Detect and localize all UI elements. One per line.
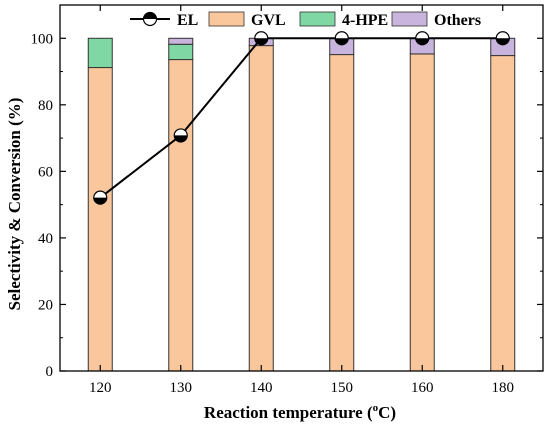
legend-label: 4-HPE (342, 12, 388, 29)
y-axis-title: Selectivity & Conversion (%) (5, 98, 24, 311)
legend: EL GVL 4-HPE Others (130, 11, 481, 29)
bar-4-hpe-120 (87, 37, 113, 69)
bar-gvl-120 (87, 67, 113, 372)
y-tick-label: 60 (38, 164, 53, 180)
el-marker-half (93, 197, 107, 205)
y-tick-label: 80 (38, 98, 53, 114)
el-marker-half (254, 38, 268, 45)
el-point-130 (173, 128, 188, 143)
el-line (99, 37, 503, 199)
legend-item-others: Others (391, 11, 481, 29)
y-tick-label: 0 (46, 364, 54, 380)
bar-gvl-150 (329, 54, 355, 372)
y-tick-label: 20 (38, 297, 53, 313)
bars-layer (87, 37, 516, 372)
bar-gvl-140 (248, 45, 274, 372)
el-point-120 (93, 190, 108, 205)
bar-4-hpe-130 (168, 43, 194, 61)
ticks-layer: 0 20 40 60 80 100 120 130 140 150 160 180 (31, 5, 543, 396)
bar-gvl-160 (409, 53, 435, 372)
legend-el-half (143, 12, 157, 19)
el-point-150 (334, 31, 349, 46)
legend-item-gvl: GVL (208, 11, 286, 29)
el-marker-half (415, 38, 429, 45)
el-point-180 (495, 31, 510, 46)
el-marker-half (174, 135, 188, 142)
x-tick-label: 120 (89, 380, 112, 396)
el-point-160 (415, 31, 430, 46)
x-tick-label: 130 (170, 380, 193, 396)
el-marker-half (496, 38, 510, 45)
legend-swatch (299, 11, 336, 27)
bar-gvl-130 (168, 59, 194, 372)
y-tick-label: 40 (38, 231, 53, 247)
axes-layer (59, 4, 544, 372)
legend-swatch (391, 11, 428, 27)
x-tick-label: 140 (250, 380, 273, 396)
x-tick-label: 160 (411, 380, 434, 396)
bar-others-130 (168, 37, 194, 45)
legend-label: Others (434, 12, 481, 29)
legend-item-el: EL (130, 11, 198, 29)
x-axis-title: Reaction temperature (oC) (204, 402, 396, 422)
x-tick-label: 150 (331, 380, 354, 396)
legend-item-4-hpe: 4-HPE (299, 11, 388, 29)
el-point-140 (254, 31, 269, 46)
el-marker-half (335, 38, 349, 45)
plot-frame (59, 4, 544, 372)
bar-gvl-180 (490, 55, 516, 372)
legend-label: GVL (251, 12, 286, 29)
el-line-layer (93, 31, 510, 205)
x-tick-label: 180 (492, 380, 515, 396)
legend-el-label: EL (177, 12, 198, 29)
y-tick-label: 100 (31, 31, 54, 47)
legend-swatch (208, 11, 245, 27)
